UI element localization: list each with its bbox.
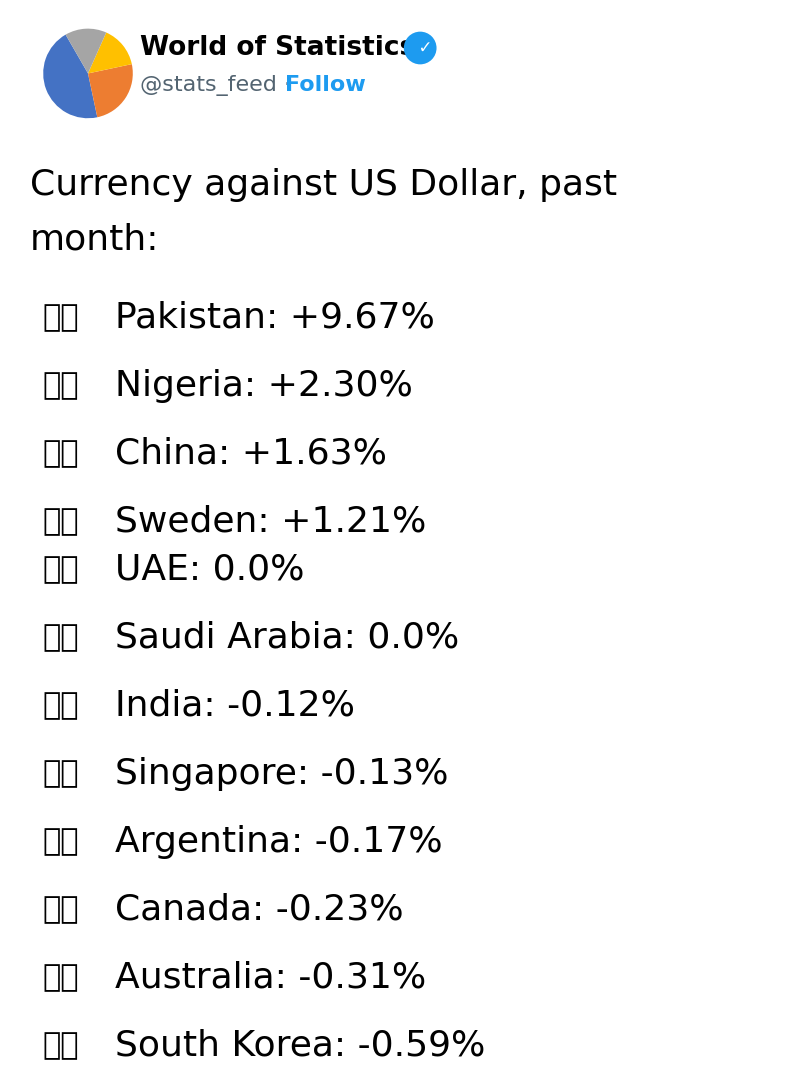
- Wedge shape: [66, 28, 106, 74]
- Text: 🇸🇦: 🇸🇦: [42, 623, 78, 653]
- Text: Nigeria: +2.30%: Nigeria: +2.30%: [115, 369, 413, 403]
- Text: 🇦🇷: 🇦🇷: [42, 828, 78, 856]
- Text: Singapore: -0.13%: Singapore: -0.13%: [115, 757, 449, 791]
- Text: 🇨🇳: 🇨🇳: [42, 440, 78, 469]
- Text: 🇰🇷: 🇰🇷: [42, 1031, 78, 1061]
- Text: India: -0.12%: India: -0.12%: [115, 689, 355, 724]
- Wedge shape: [88, 33, 132, 74]
- Text: 🇵🇰: 🇵🇰: [42, 304, 78, 333]
- Text: month:: month:: [30, 223, 159, 257]
- Text: World of Statistics: World of Statistics: [140, 35, 415, 61]
- Text: 🇨🇦: 🇨🇦: [42, 895, 78, 925]
- Text: Saudi Arabia: 0.0%: Saudi Arabia: 0.0%: [115, 621, 459, 655]
- Text: Australia: -0.31%: Australia: -0.31%: [115, 961, 426, 996]
- Text: ✓: ✓: [408, 39, 432, 57]
- Text: Pakistan: +9.67%: Pakistan: +9.67%: [115, 301, 435, 335]
- Text: 🇸🇬: 🇸🇬: [42, 759, 78, 789]
- Text: South Korea: -0.59%: South Korea: -0.59%: [115, 1029, 486, 1063]
- Text: UAE: 0.0%: UAE: 0.0%: [115, 553, 305, 588]
- Wedge shape: [88, 64, 133, 118]
- Wedge shape: [43, 35, 98, 119]
- Text: 🇦🇺: 🇦🇺: [42, 964, 78, 992]
- Text: @stats_feed ·: @stats_feed ·: [140, 74, 298, 96]
- Text: Sweden: +1.21%: Sweden: +1.21%: [115, 505, 426, 539]
- Text: 🇦🇪: 🇦🇪: [42, 556, 78, 584]
- Text: Currency against US Dollar, past: Currency against US Dollar, past: [30, 168, 617, 202]
- Text: Canada: -0.23%: Canada: -0.23%: [115, 893, 404, 927]
- Text: Argentina: -0.17%: Argentina: -0.17%: [115, 825, 442, 860]
- Text: 🇮🇳: 🇮🇳: [42, 692, 78, 720]
- Text: 🇳🇬: 🇳🇬: [42, 371, 78, 400]
- Text: China: +1.63%: China: +1.63%: [115, 437, 387, 471]
- Text: Follow: Follow: [285, 75, 366, 95]
- Text: 🇸🇪: 🇸🇪: [42, 507, 78, 536]
